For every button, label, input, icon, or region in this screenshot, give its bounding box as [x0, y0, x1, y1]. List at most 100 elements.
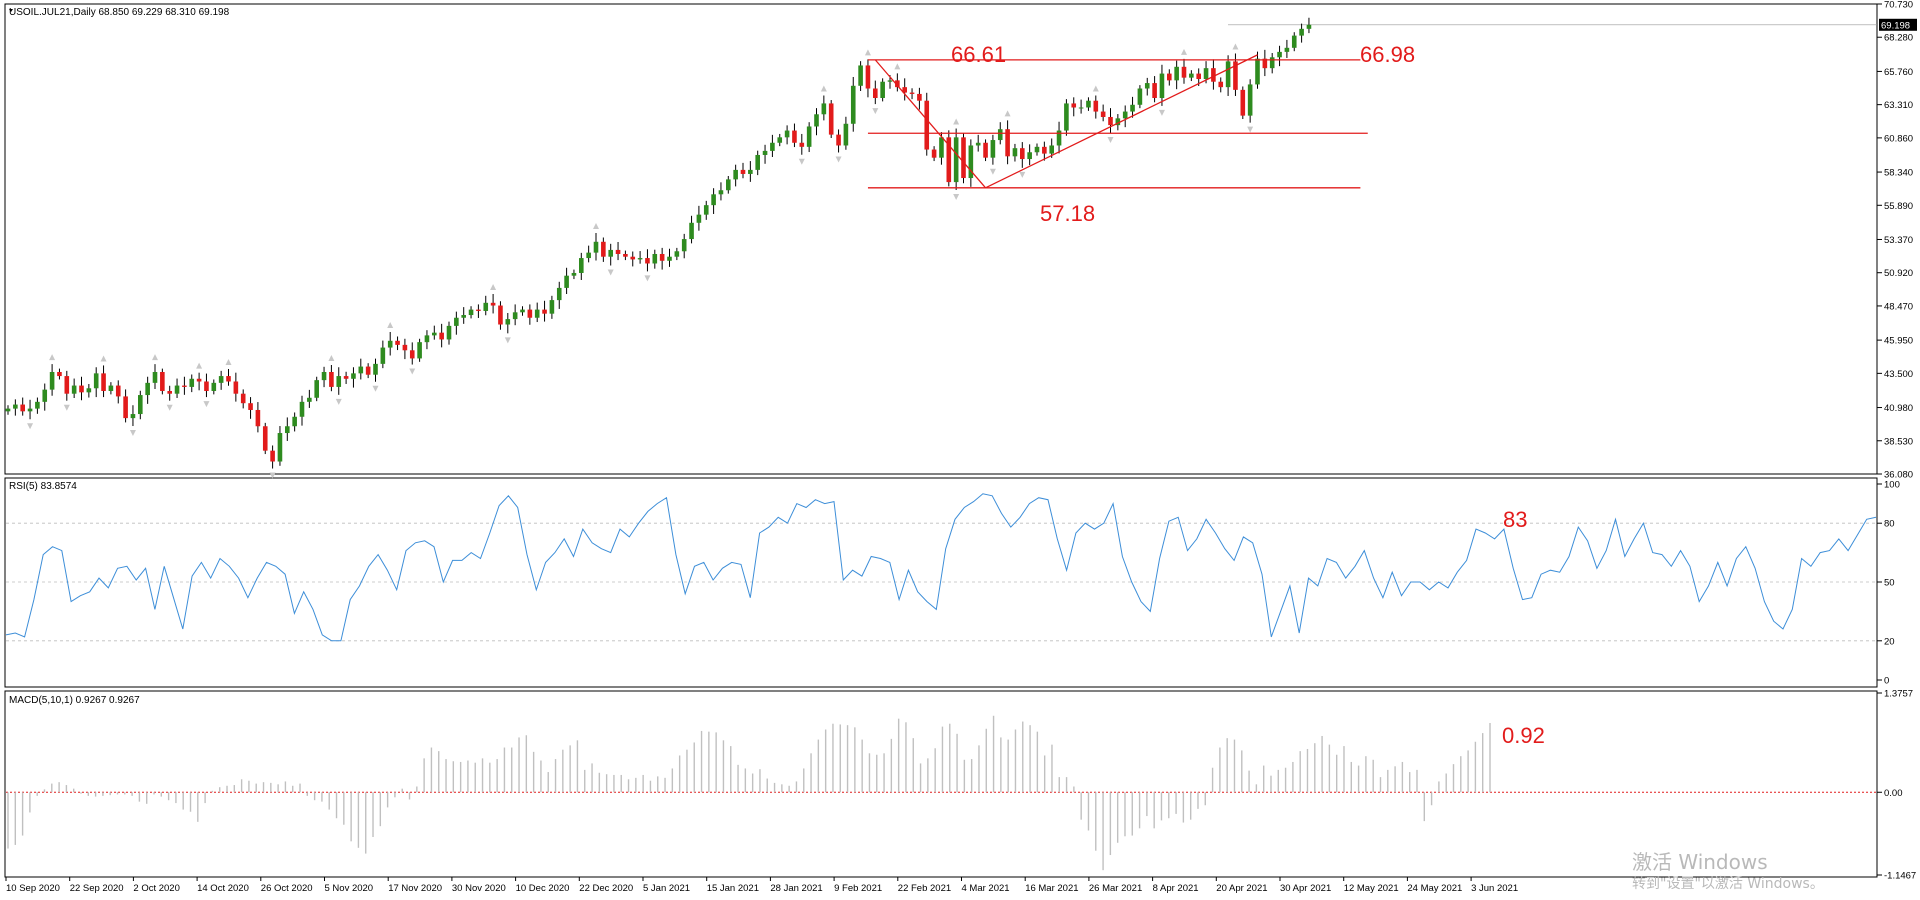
candle-body	[226, 376, 231, 382]
candle-body	[336, 376, 342, 387]
candle-body	[549, 300, 555, 314]
candle-body	[909, 92, 915, 94]
fractal-down-marker	[1107, 137, 1114, 144]
x-axis-label: 15 Jan 2021	[707, 883, 759, 894]
candle-body	[71, 385, 77, 394]
candle-body	[255, 409, 261, 427]
candle-body	[446, 325, 452, 340]
candle-body	[512, 312, 518, 320]
candle-body	[799, 142, 805, 147]
candle-body	[189, 378, 195, 387]
candle-body	[160, 371, 165, 391]
candle-body	[476, 309, 481, 311]
candle-body	[432, 332, 437, 336]
price-y-tick-label: 55.890	[1884, 201, 1913, 212]
candle-body	[1064, 103, 1069, 131]
annotation-high-66-98: 66.98	[1360, 42, 1415, 67]
candle-body	[1042, 146, 1047, 154]
candle-body	[20, 404, 25, 412]
candle-body	[57, 371, 62, 377]
fractal-down-marker	[409, 368, 416, 375]
candle-body	[711, 194, 716, 206]
candle-body	[373, 363, 378, 375]
candle-body	[806, 126, 812, 147]
price-y-tick-label: 48.470	[1884, 301, 1913, 312]
rsi-y-tick-label: 20	[1884, 636, 1895, 647]
candle-body	[1189, 73, 1194, 78]
candle-body	[64, 376, 70, 394]
candle-body	[703, 205, 709, 215]
candle-body	[953, 137, 959, 183]
candle-body	[1262, 58, 1268, 69]
candle-body	[1122, 111, 1128, 119]
candle-body	[196, 378, 202, 382]
candle-body	[123, 396, 128, 419]
fractal-down-marker	[835, 156, 842, 163]
candle-body	[402, 344, 408, 351]
candle-body	[571, 272, 577, 276]
candle-body	[939, 137, 944, 158]
trend-line	[985, 54, 1258, 189]
candle-body	[1108, 116, 1113, 126]
candle-body	[850, 85, 856, 124]
trend-lines[interactable]	[867, 54, 1368, 189]
fractal-down-marker	[607, 269, 614, 276]
current-price-badge	[1879, 18, 1917, 31]
candle-body	[1181, 66, 1187, 78]
candle-body	[409, 350, 415, 359]
x-axis-label: 16 Mar 2021	[1025, 883, 1078, 894]
candle-body	[637, 258, 643, 260]
candle-body	[615, 249, 621, 254]
fractal-down-marker	[1019, 171, 1026, 178]
candle-body	[1115, 118, 1121, 126]
candle-body	[968, 145, 974, 179]
candle-body	[601, 241, 606, 257]
candle-body	[1159, 73, 1165, 98]
candle-body	[380, 347, 386, 364]
candle-body	[1225, 61, 1231, 88]
candle-body	[880, 81, 885, 98]
fractal-up-marker	[49, 354, 56, 361]
rsi-y-tick-label: 0	[1884, 676, 1889, 687]
fractal-down-marker	[504, 337, 511, 344]
rsi-y-tick-label: 50	[1884, 578, 1895, 589]
candle-body	[417, 342, 422, 359]
candle-body	[204, 381, 209, 391]
price-y-tick-label: 70.730	[1884, 0, 1913, 11]
macd-y-tick-label: 1.3757	[1884, 689, 1913, 700]
annotation-rsi-83: 83	[1503, 507, 1527, 532]
candle-body	[1174, 66, 1179, 81]
annotation-low-57-18: 57.18	[1040, 201, 1095, 226]
dropdown-triangle-icon[interactable]	[9, 9, 13, 12]
candle-body	[358, 366, 364, 374]
candle-body	[483, 302, 489, 311]
fractal-down-marker	[335, 398, 342, 405]
fractal-up-marker	[196, 362, 203, 369]
x-axis-label: 20 Apr 2021	[1216, 883, 1267, 894]
candle-body	[843, 123, 849, 146]
candle-body	[152, 371, 158, 383]
candle-body	[542, 309, 547, 314]
candle-body	[182, 385, 187, 387]
candle-body	[858, 65, 863, 86]
candle-body	[990, 140, 996, 158]
current-price-label: 69.198	[1881, 20, 1910, 31]
candle-body	[365, 366, 371, 375]
candle-body	[1005, 129, 1010, 157]
price-series	[5, 17, 1312, 479]
candle-body	[689, 222, 694, 240]
candle-body	[814, 114, 819, 127]
candle-body	[1196, 73, 1201, 80]
candle-body	[292, 416, 297, 427]
x-axis-label: 4 Mar 2021	[962, 883, 1010, 894]
candle-body	[1130, 104, 1135, 112]
candle-body	[652, 253, 658, 264]
fractal-up-marker	[1092, 85, 1099, 92]
candle-body	[564, 275, 569, 288]
candle-body	[13, 404, 18, 409]
watermark-line1: 激活 Windows	[1632, 850, 1768, 874]
candle-body	[42, 389, 48, 402]
candle-body	[490, 302, 496, 306]
